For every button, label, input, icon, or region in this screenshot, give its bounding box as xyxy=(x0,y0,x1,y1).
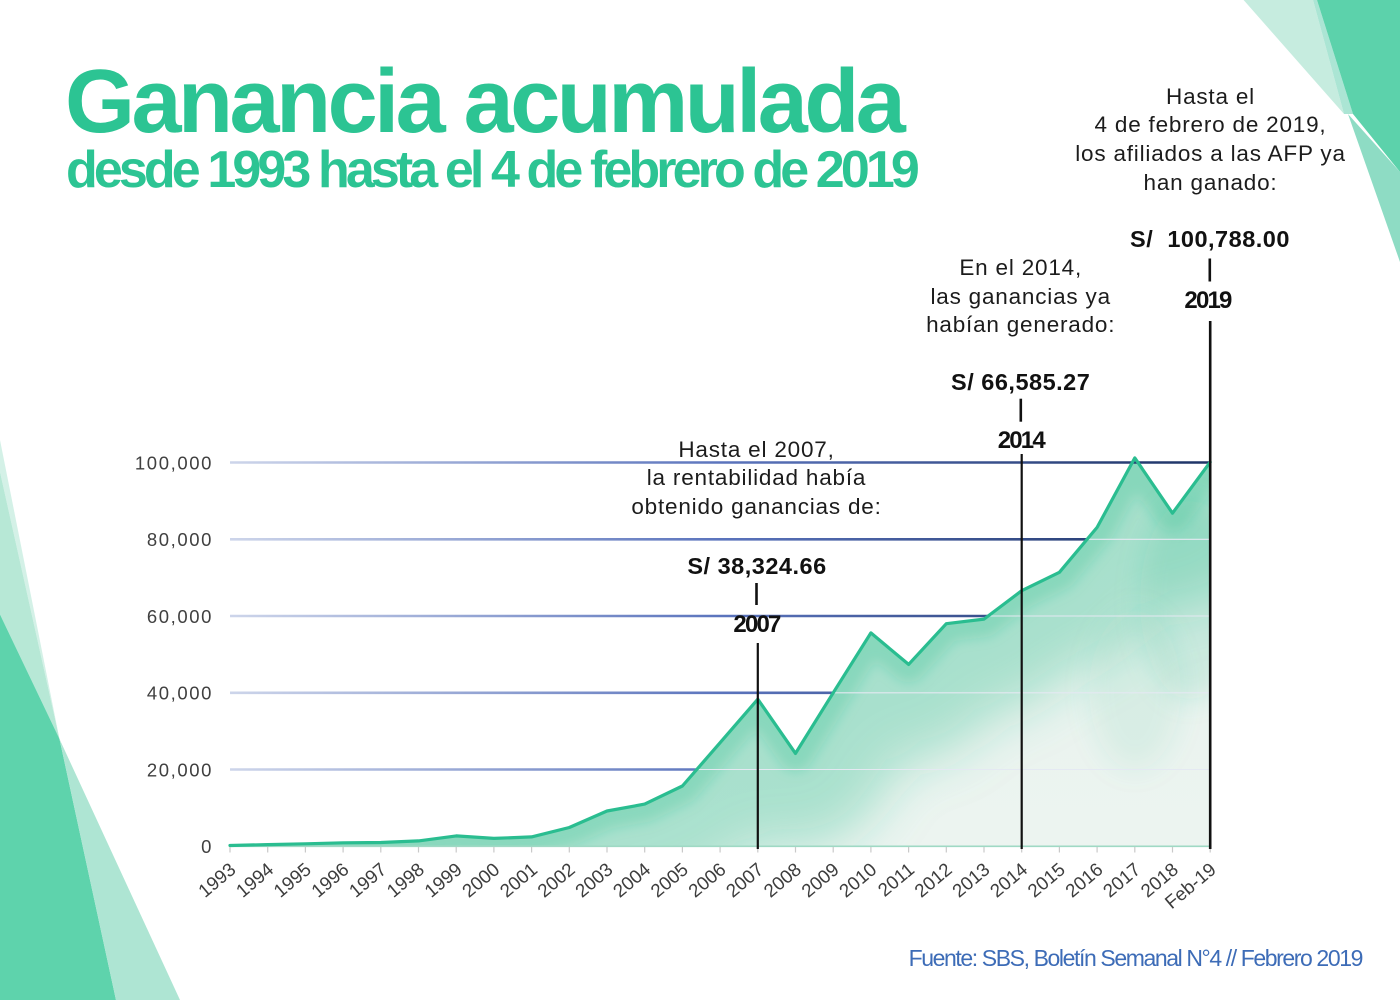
svg-text:80,000: 80,000 xyxy=(147,529,213,550)
svg-text:2011: 2011 xyxy=(874,858,918,900)
svg-text:2015: 2015 xyxy=(1023,858,1069,901)
svg-text:2012: 2012 xyxy=(910,858,956,901)
svg-text:2014: 2014 xyxy=(986,858,1032,901)
svg-text:2000: 2000 xyxy=(458,858,504,901)
svg-text:1999: 1999 xyxy=(420,858,466,901)
svg-text:1997: 1997 xyxy=(345,858,391,901)
svg-text:2003: 2003 xyxy=(571,858,617,901)
svg-text:1994: 1994 xyxy=(232,858,278,901)
svg-text:2009: 2009 xyxy=(797,858,843,901)
svg-text:2001: 2001 xyxy=(496,858,542,901)
svg-text:20,000: 20,000 xyxy=(147,759,213,780)
svg-text:2002: 2002 xyxy=(533,858,579,901)
svg-text:2016: 2016 xyxy=(1061,858,1107,901)
svg-text:1993: 1993 xyxy=(194,858,240,901)
svg-text:2017: 2017 xyxy=(1099,858,1145,901)
svg-text:100,000: 100,000 xyxy=(135,452,213,473)
svg-text:2010: 2010 xyxy=(835,858,881,901)
svg-text:40,000: 40,000 xyxy=(147,683,213,704)
svg-text:2004: 2004 xyxy=(609,858,655,901)
svg-text:2005: 2005 xyxy=(646,858,692,901)
svg-text:1996: 1996 xyxy=(307,858,353,901)
svg-text:2013: 2013 xyxy=(948,858,994,901)
svg-text:2007: 2007 xyxy=(722,858,768,901)
svg-text:2008: 2008 xyxy=(760,858,806,901)
svg-text:1995: 1995 xyxy=(269,858,315,901)
svg-text:0: 0 xyxy=(201,836,213,857)
svg-text:60,000: 60,000 xyxy=(147,606,213,627)
svg-text:1998: 1998 xyxy=(383,858,429,901)
svg-text:2006: 2006 xyxy=(684,858,730,901)
